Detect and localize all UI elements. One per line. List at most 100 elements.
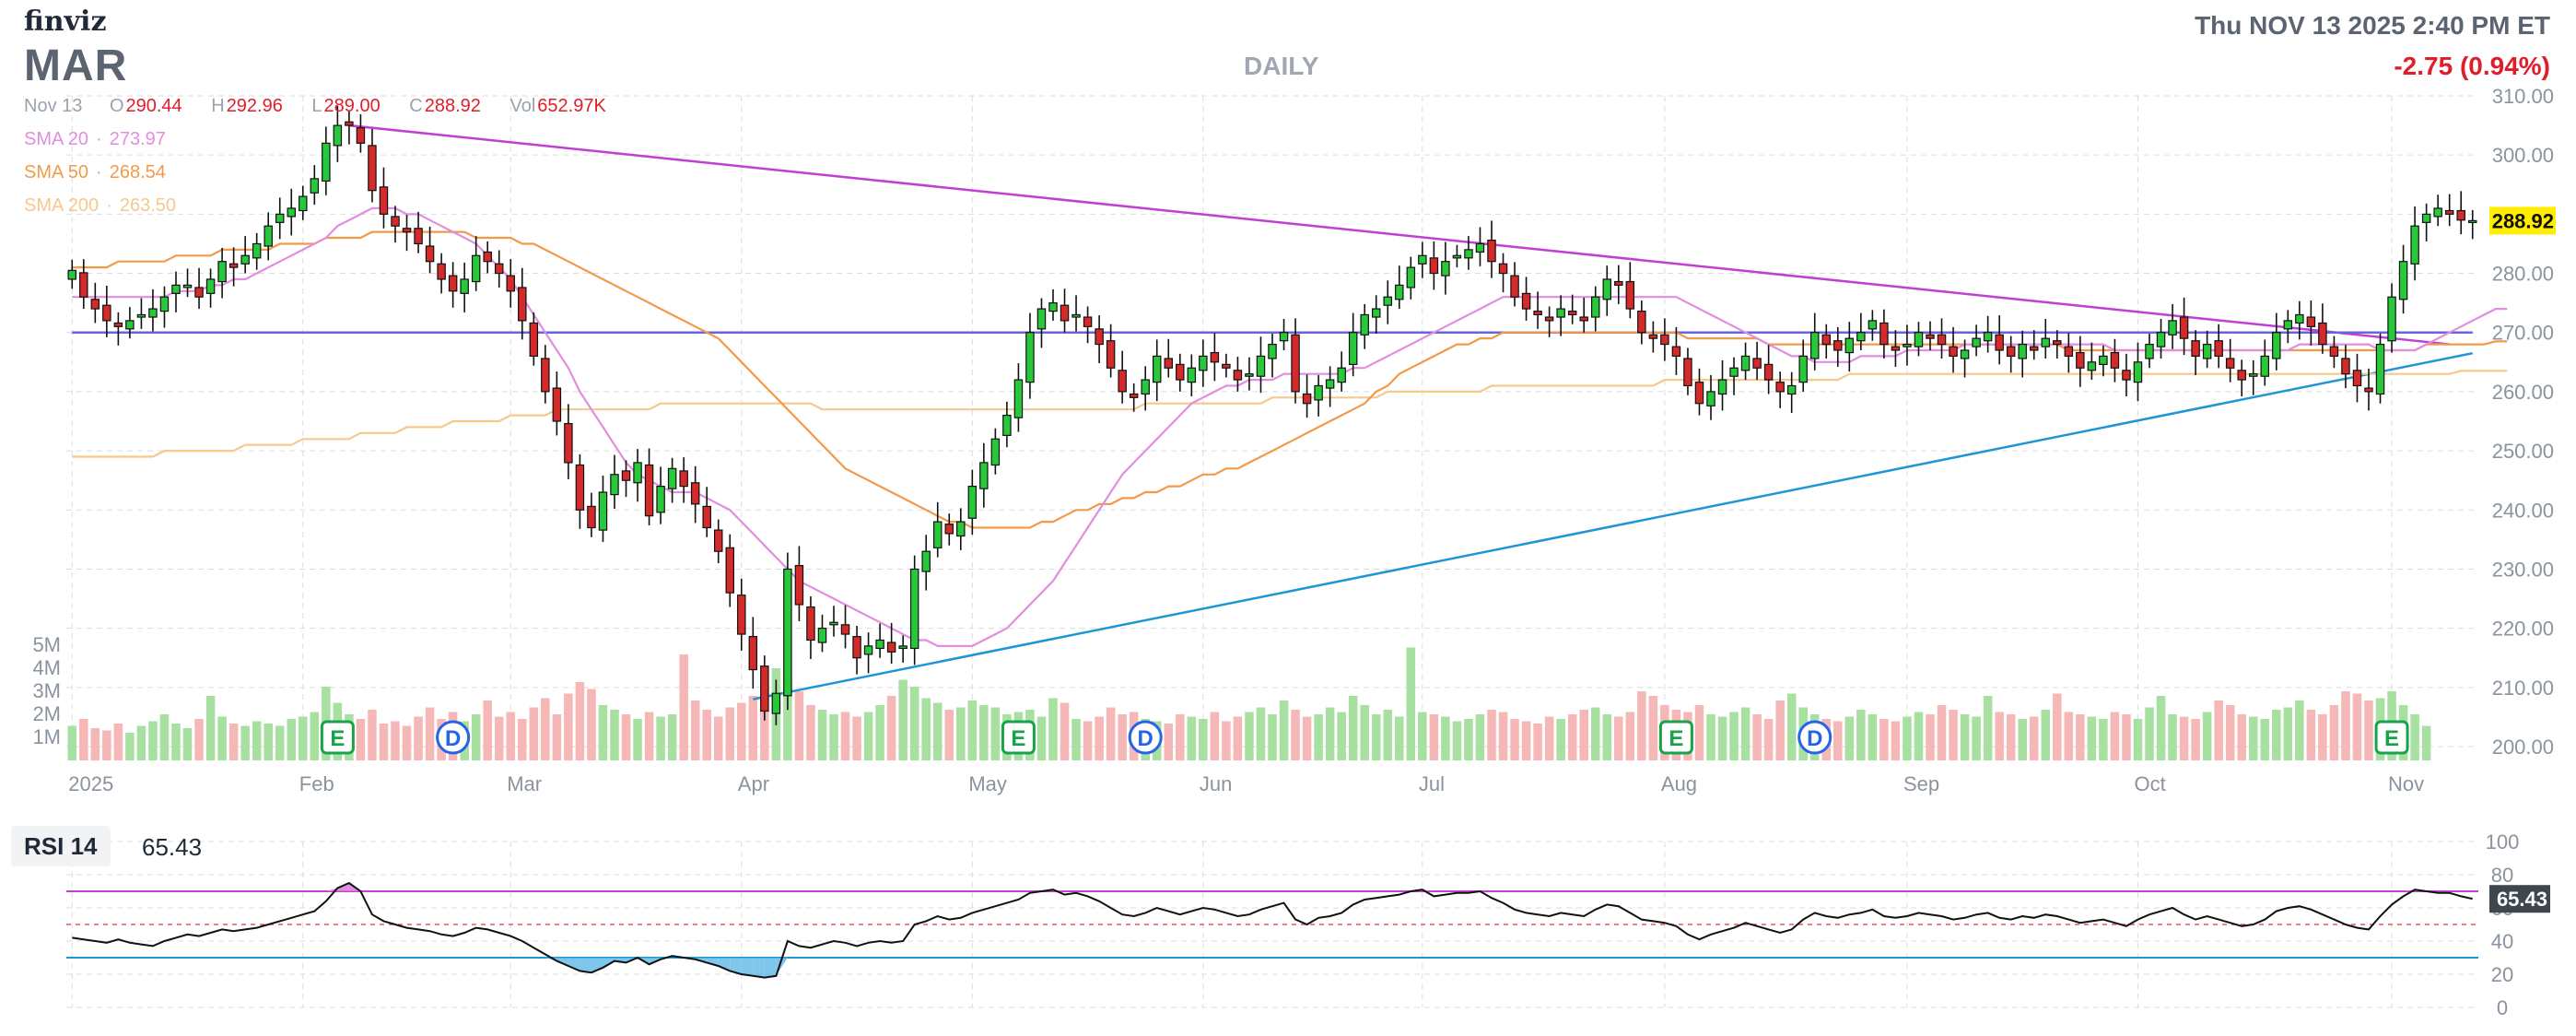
candle-down [725, 547, 734, 594]
volume-bar [621, 714, 631, 760]
volume-tick-label: 2M [32, 702, 61, 725]
rsi-tick-label: 20 [2491, 963, 2513, 986]
volume-bar [2295, 700, 2304, 760]
rsi-oversold-fill [580, 958, 591, 973]
candle-down [679, 470, 688, 488]
volume-bar [2248, 716, 2258, 760]
volume-bar [2352, 693, 2362, 760]
volume-bar [1360, 705, 1369, 760]
candle-up [2260, 355, 2269, 377]
candle-down [1302, 393, 1312, 405]
candle-up [1810, 332, 1820, 359]
volume-bar [667, 714, 677, 760]
volume-bar [1590, 707, 1600, 760]
volume-bar [1256, 707, 1266, 760]
candle-down [402, 228, 412, 233]
candle-down [483, 251, 492, 263]
candle-down [2225, 358, 2235, 369]
volume-bar [2018, 719, 2027, 760]
volume-bar [1164, 724, 1174, 760]
candle-up [2168, 320, 2177, 336]
volume-bar [1452, 721, 1462, 760]
candle-up [1868, 320, 1878, 330]
volume-bar [113, 724, 123, 760]
candle-down [391, 216, 400, 227]
volume-bar [2156, 696, 2166, 760]
candle-up [1556, 308, 1565, 318]
volume-bar [633, 719, 642, 760]
candle-up [863, 645, 873, 655]
volume-bar [863, 712, 873, 760]
candle-down [944, 524, 954, 535]
month-label: Nov [2388, 772, 2424, 795]
volume-bar [1060, 702, 1070, 760]
sma50-legend[interactable]: SMA 50 · 268.54 [24, 162, 166, 182]
candle-down [2306, 316, 2316, 327]
candle-up [2133, 361, 2143, 383]
candle-down [1926, 334, 1935, 339]
candle-down [1176, 363, 1185, 381]
candle-up [2283, 320, 2293, 330]
candle-up [125, 320, 135, 330]
candle-down [621, 470, 631, 481]
candle-up [310, 178, 320, 194]
volume-bar [748, 696, 758, 760]
volume-bar [2064, 712, 2074, 760]
sma200-legend[interactable]: SMA 200 · 263.50 [24, 195, 177, 216]
volume-bar [252, 721, 262, 760]
volume-bar [552, 714, 562, 760]
candle-down [1429, 257, 1439, 275]
volume-bar [875, 705, 884, 760]
volume-bar [194, 719, 204, 760]
candle-up [182, 284, 193, 288]
candle-down [113, 322, 123, 327]
timeframe-label: DAILY [1244, 52, 1319, 80]
volume-bar [1302, 716, 1312, 760]
candle-up [2421, 213, 2431, 223]
volume-bar [1879, 719, 1889, 760]
candle-up [656, 485, 665, 513]
candle-up [333, 124, 343, 147]
month-label: Jul [1419, 772, 1445, 795]
candle-down [690, 482, 700, 505]
price-tick-label: 230.00 [2492, 558, 2554, 581]
candle-up [2156, 332, 2166, 347]
price-tick-label: 300.00 [2492, 144, 2554, 167]
volume-bar [1418, 712, 1427, 760]
volume-bar [1694, 705, 1704, 760]
candle-down [2076, 351, 2085, 369]
candle-up [2387, 296, 2396, 342]
candle-up [610, 474, 619, 496]
volume-label: Vol [509, 96, 536, 116]
rsi-tick-label: 40 [2491, 930, 2513, 953]
volume-bar [518, 719, 527, 760]
candle-up [979, 462, 989, 489]
dividend-marker-label: D [1138, 726, 1153, 751]
candle-down [437, 263, 446, 280]
volume-bar [2341, 691, 2350, 760]
candle-down [1637, 311, 1646, 334]
month-label: Jun [1200, 772, 1232, 795]
candle-down [90, 299, 100, 310]
volume-bar [1464, 719, 1473, 760]
volume-bar [102, 730, 111, 760]
candle-down [2179, 316, 2189, 339]
ticker-symbol: MAR [24, 41, 128, 90]
candle-up [1141, 379, 1150, 395]
candle-up [1717, 379, 1727, 395]
volume-bar [299, 716, 308, 760]
candle-up [205, 278, 216, 294]
volume-bar [1498, 712, 1508, 760]
close-label: C [409, 96, 423, 116]
candle-up [1960, 349, 1970, 359]
rsi-label[interactable]: RSI 14 [11, 826, 111, 866]
sma20-legend[interactable]: SMA 20 · 273.97 [24, 129, 166, 149]
candle-down [102, 304, 111, 322]
candle-down [1937, 334, 1947, 346]
finviz-logo[interactable]: finviz [24, 6, 107, 38]
volume-bar [1926, 714, 1935, 760]
candle-down [345, 121, 354, 126]
volume-bar [1625, 712, 1635, 760]
candle-down [1833, 340, 1843, 351]
candle-down [368, 145, 377, 192]
